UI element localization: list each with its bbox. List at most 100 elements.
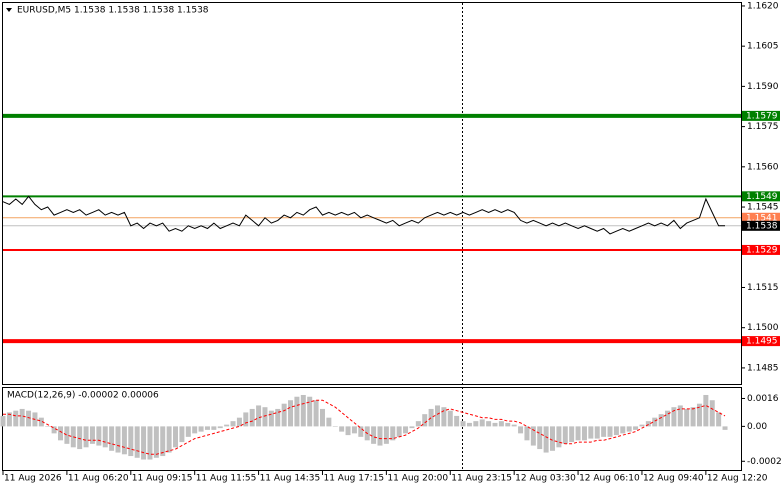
histogram-bar — [166, 426, 172, 453]
histogram-bar — [594, 426, 600, 439]
histogram-bar — [684, 408, 690, 427]
histogram-bar — [722, 426, 728, 430]
histogram-bar — [147, 426, 153, 460]
histogram-bar — [185, 426, 191, 437]
histogram-bar — [562, 426, 568, 444]
histogram-bar — [294, 396, 300, 427]
histogram-bar — [530, 426, 536, 446]
level-label: 1.1549 — [746, 192, 778, 202]
histogram-bar — [639, 424, 645, 427]
histogram-bar — [38, 417, 44, 427]
histogram-bar — [256, 405, 262, 427]
histogram-bar — [313, 400, 319, 427]
histogram-bar — [243, 412, 249, 427]
histogram-bar — [677, 405, 683, 427]
histogram-bar — [658, 414, 664, 427]
histogram-bar — [524, 426, 530, 441]
histogram-bar — [613, 426, 619, 436]
histogram-bar — [224, 424, 230, 427]
x-tick-label: 12 Aug 09:40 — [643, 474, 704, 484]
histogram-bar — [96, 426, 102, 446]
x-tick-label: 12 Aug 06:10 — [579, 474, 640, 484]
histogram-bar — [556, 426, 562, 448]
histogram-bar — [51, 426, 57, 434]
histogram-bar — [626, 426, 632, 432]
histogram-bar — [543, 426, 549, 453]
y-tick-label: 0.00 — [747, 422, 767, 432]
histogram-bar — [415, 421, 421, 427]
histogram-bar — [281, 403, 287, 427]
level-label-bg — [742, 110, 780, 121]
x-tick-label: 12 Aug 12:20 — [707, 474, 768, 484]
histogram-bar — [262, 407, 268, 427]
histogram-bar — [26, 410, 32, 427]
histogram-bar — [383, 426, 389, 444]
histogram-bar — [345, 426, 351, 436]
histogram-bar — [45, 426, 51, 427]
histogram-bar — [13, 410, 19, 427]
histogram-bar — [716, 412, 722, 427]
histogram-bar — [696, 403, 702, 427]
histogram-bar — [102, 426, 108, 448]
histogram-bar — [358, 426, 364, 437]
histogram-bar — [498, 421, 504, 427]
x-tick-label: 11 Aug 06:20 — [68, 474, 129, 484]
price-line — [2, 195, 725, 235]
level-label: 1.1495 — [746, 337, 778, 347]
y-tick-label: 1.1545 — [747, 203, 779, 213]
histogram-bar — [434, 405, 440, 427]
histogram-bar — [339, 426, 345, 432]
histogram-bar — [19, 408, 25, 427]
x-tick-label: 11 Aug 14:35 — [260, 474, 321, 484]
histogram-bar — [620, 426, 626, 434]
histogram-bar — [447, 410, 453, 427]
histogram-bar — [511, 424, 517, 427]
histogram-bar — [121, 426, 127, 455]
histogram-bar — [537, 426, 543, 450]
level-label: 1.1529 — [746, 245, 778, 255]
histogram-bar — [179, 426, 185, 443]
histogram-bar — [351, 426, 357, 434]
histogram-bar — [652, 417, 658, 427]
histogram-bar — [492, 422, 498, 427]
histogram-bar — [192, 426, 198, 434]
histogram-bar — [319, 408, 325, 427]
histogram-bar — [58, 426, 64, 441]
histogram-bar — [268, 410, 274, 427]
histogram-bar — [89, 426, 95, 444]
histogram-bar — [173, 426, 179, 448]
histogram-bar — [505, 422, 511, 427]
histogram-bar — [141, 426, 147, 460]
level-label-bg — [742, 336, 780, 347]
histogram-bar — [473, 421, 479, 427]
histogram-bar — [236, 417, 242, 427]
y-tick-label: 0.0016 — [747, 394, 779, 404]
histogram-bar — [153, 426, 159, 458]
price-title: EURUSD,M5 1.1538 1.1538 1.1538 1.1538 — [17, 6, 209, 16]
histogram-bar — [403, 426, 409, 434]
macd-title: MACD(12,26,9) -0.00002 0.00006 — [7, 391, 159, 401]
y-tick-label: 1.1620 — [747, 1, 779, 11]
histogram-bar — [454, 415, 460, 427]
level-label-bg — [742, 220, 780, 231]
histogram-bar — [390, 426, 396, 441]
x-tick-label: 11 Aug 23:15 — [451, 474, 512, 484]
histogram-bar — [428, 408, 434, 427]
level-label-bg — [742, 191, 780, 202]
histogram-bar — [217, 426, 223, 429]
histogram-bar — [230, 421, 236, 427]
histogram-bar — [288, 400, 294, 427]
histogram-bar — [575, 426, 581, 441]
histogram-bar — [460, 421, 466, 427]
histogram-bar — [0, 415, 6, 427]
histogram-bar — [709, 400, 715, 427]
histogram-bar — [275, 408, 281, 427]
level-label-bg — [742, 212, 780, 223]
histogram-bar — [377, 426, 383, 446]
histogram-bar — [665, 410, 671, 427]
x-tick-label: 11 Aug 17:15 — [323, 474, 384, 484]
x-tick-label: 12 Aug 03:30 — [515, 474, 576, 484]
level-label-bg — [742, 244, 780, 255]
